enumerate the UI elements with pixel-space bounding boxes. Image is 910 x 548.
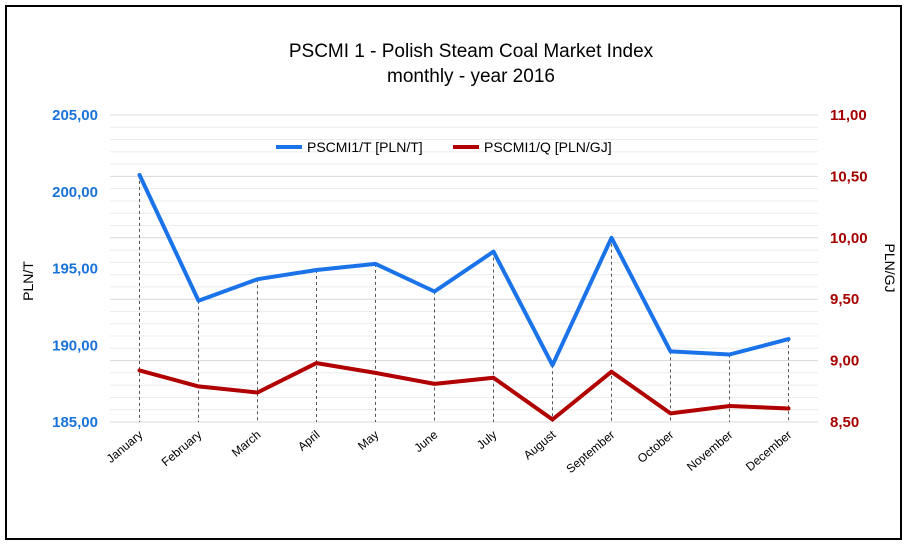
drop-lines (139, 174, 789, 422)
category-label: March (229, 428, 264, 460)
series-lines (137, 172, 791, 422)
legend-label-pscmi1-q: PSCMI1/Q [PLN/GJ] (484, 139, 612, 155)
right-tick-label: 11,00 (830, 107, 867, 124)
category-label: February (159, 428, 205, 470)
legend: PSCMI1/T [PLN/T] PSCMI1/Q [PLN/GJ] (276, 139, 612, 155)
right-axis-ticks: 8,50 9,00 9,50 10,00 10,50 11,00 (830, 107, 868, 431)
category-label: September (563, 428, 617, 476)
right-tick-label: 10,00 (830, 230, 868, 247)
left-tick-label: 190,00 (52, 337, 98, 354)
right-tick-label: 9,00 (830, 353, 859, 370)
category-label: June (411, 427, 440, 455)
right-tick-label: 10,50 (830, 168, 868, 185)
category-label: July (474, 428, 499, 452)
category-label: August (521, 427, 559, 462)
chart-title: PSCMI 1 - Polish Steam Coal Market Index (289, 41, 654, 62)
category-label: October (635, 428, 677, 466)
left-tick-label: 185,00 (52, 414, 98, 431)
right-tick-label: 8,50 (830, 414, 859, 431)
right-tick-label: 9,50 (830, 291, 859, 308)
left-tick-label: 195,00 (52, 261, 98, 278)
category-label: May (355, 428, 381, 453)
category-label: December (743, 428, 794, 474)
grid-lines (110, 114, 818, 423)
chart-subtitle: monthly - year 2016 (387, 66, 555, 87)
left-tick-label: 200,00 (52, 184, 98, 201)
right-axis-title: PLN/GJ (882, 243, 898, 292)
left-axis-title: PLN/T (20, 261, 36, 301)
chart-frame (5, 5, 902, 540)
series-line-pscmi1-t (137, 172, 791, 368)
category-label: January (104, 428, 146, 466)
series-line-pscmi1-q (137, 361, 791, 422)
legend-label-pscmi1-t: PSCMI1/T [PLN/T] (307, 139, 423, 155)
category-label: April (295, 428, 322, 454)
category-label: November (684, 428, 735, 474)
category-axis-labels: January February March April May June July Augu… (104, 427, 795, 476)
left-tick-label: 205,00 (52, 107, 98, 124)
left-axis-ticks: 185,00 190,00 195,00 200,00 205,00 (52, 107, 98, 431)
